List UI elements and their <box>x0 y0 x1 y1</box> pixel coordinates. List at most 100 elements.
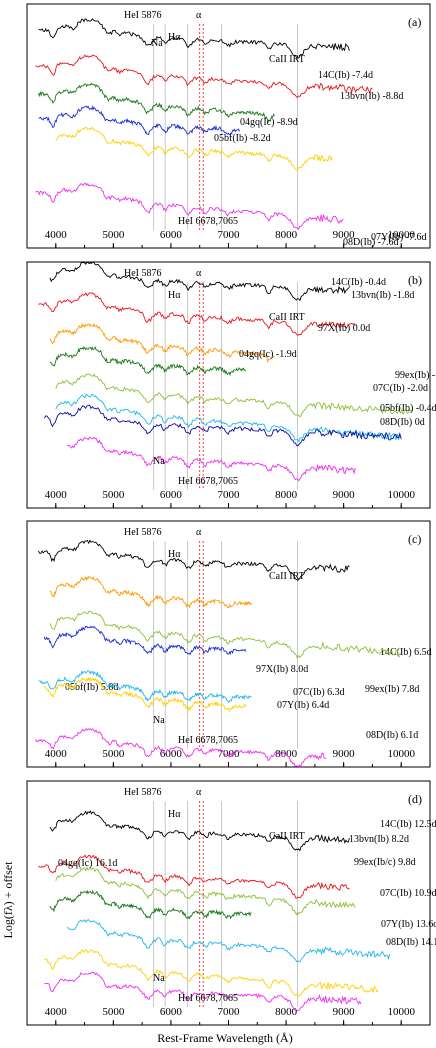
panel-c: 4000 5000 6000 7000 8000 9000 10000(c)14C(Ib) … <box>26 520 432 769</box>
series-line <box>35 54 373 99</box>
series-label: 07Y(Ib) 13.6d <box>381 919 436 930</box>
x-tick-label: 7000 <box>218 489 241 501</box>
halpha-label: Hα <box>168 549 181 560</box>
series-label: 07C(Ib) 10.9d <box>380 888 436 899</box>
x-tick-label: 7000 <box>218 229 241 241</box>
series-label: 05bf(Ib) -0.4d <box>380 403 436 414</box>
x-tick-label: 10000 <box>387 489 415 501</box>
series-label: 04gq(Ic) -1.9d <box>239 349 297 360</box>
x-tick-label: 4000 <box>45 1006 68 1018</box>
hei6678-label: HeI 6678,7065 <box>178 476 238 487</box>
x-tick-label: 9000 <box>333 229 356 241</box>
series-line <box>38 18 350 59</box>
halpha-label-red: α <box>196 787 202 798</box>
series-label: 99ex(Ib) -1.5d <box>395 370 436 381</box>
na-label: Na <box>153 973 165 984</box>
series-line <box>38 104 241 136</box>
series-label: 08D(Ib) -7.6d <box>343 237 399 248</box>
series-label: 13bvn(Ib) -1.8d <box>351 290 414 301</box>
series-line <box>38 292 356 336</box>
x-tick-label: 8000 <box>275 1006 298 1018</box>
series-line <box>49 346 247 377</box>
halpha-label-red: α <box>196 10 202 21</box>
caii-label: CaII IRT <box>269 54 305 65</box>
x-tick-label: 10000 <box>387 1006 415 1018</box>
series-line <box>49 261 350 302</box>
x-tick-label: 4000 <box>45 229 68 241</box>
series-line <box>38 854 350 899</box>
series-line <box>38 82 275 124</box>
hei5876-label: HeI 5876 <box>124 787 162 798</box>
series-line <box>35 182 344 231</box>
series-line <box>66 919 391 963</box>
series-label: 97X(Ib) 0.0d <box>318 323 370 334</box>
series-line <box>67 436 356 482</box>
caii-label: CaII IRT <box>269 831 305 842</box>
caii-label: CaII IRT <box>269 571 305 582</box>
series-label: 05bf(Ib) -8.2d <box>214 133 271 144</box>
halpha-label: Hα <box>168 32 181 43</box>
series-label: 04gq(Ic) -8.9d <box>240 117 298 128</box>
panel-label: (c) <box>408 532 421 546</box>
x-tick-label: 8000 <box>275 229 298 241</box>
series-label: 07Y(Ib) 6.4d <box>277 700 329 711</box>
series-label: 08D(Ib) 0d <box>380 417 425 428</box>
panel-a: 4000 5000 6000 7000 8000 9000 10000 (a) 14C(Ib) … <box>26 3 431 249</box>
series-line <box>55 126 333 171</box>
hei5876-label: HeI 5876 <box>124 527 162 538</box>
halpha-label: Hα <box>168 809 181 820</box>
series-line <box>35 728 327 769</box>
x-tick-label: 9000 <box>333 489 356 501</box>
na-label: Na <box>153 715 165 726</box>
na-label: Na <box>153 456 165 467</box>
series-line <box>44 971 362 1012</box>
x-tick-label: 8000 <box>275 489 298 501</box>
series-line <box>55 373 414 418</box>
x-tick-label: 10000 <box>387 229 415 241</box>
panel-label: (a) <box>408 15 421 29</box>
series-line <box>43 404 402 447</box>
series-line <box>43 625 247 656</box>
x-tick-label: 5000 <box>102 748 125 760</box>
series-label: 07C(Ib) 6.3d <box>293 687 345 698</box>
series-line <box>38 670 252 703</box>
halpha-label: Hα <box>168 290 181 301</box>
hei6678-label: HeI 6678,7065 <box>178 993 238 1004</box>
panel-frame <box>26 3 431 249</box>
x-tick-label: 5000 <box>102 1006 125 1018</box>
series-line <box>55 866 356 916</box>
panel-d: 4000 5000 6000 7000 8000 9000 10000 (d) 14C(Ib) … <box>26 780 436 1026</box>
hei5876-label: HeI 5876 <box>124 10 162 21</box>
hei6678-label: HeI 6678,7065 <box>178 216 238 227</box>
halpha-label-red: α <box>196 527 202 538</box>
x-tick-label: 6000 <box>160 489 183 501</box>
series-label: 99ex(Ib) 7.8d <box>365 684 419 695</box>
panels: 4000 5000 6000 7000 8000 9000 10000 (a) 14C(Ib) … <box>26 3 436 1026</box>
x-tick-label: 7000 <box>218 1006 241 1018</box>
series-label: 08D(Ib) 6.1d <box>366 730 418 741</box>
series-line <box>55 393 402 443</box>
x-tick-label: 9000 <box>333 1006 356 1018</box>
series-label: 14C(Ib) 12.5d <box>380 819 436 830</box>
series-label: 07C(Ib) -2.0d <box>373 383 428 394</box>
series-label: 99ex(Ib/c) 9.8d <box>354 857 416 868</box>
x-tick-label: 7000 <box>218 748 241 760</box>
na-label: Na <box>151 38 163 49</box>
x-tick-label: 4000 <box>45 489 68 501</box>
x-tick-label: 4000 <box>45 748 68 760</box>
series-label: 97X(Ib) 8.0d <box>256 664 308 675</box>
x-tick-label: 6000 <box>160 748 183 760</box>
panel-frame <box>26 780 431 1026</box>
series-label: 14C(Ib) 6.5d <box>380 647 432 658</box>
y-axis-label: Log(fλ) + offset <box>1 861 15 939</box>
panel-label: (b) <box>408 273 422 287</box>
series-label: 08D(Ib) 14.1d <box>386 937 436 948</box>
x-tick-label: 5000 <box>102 489 125 501</box>
hei6678-label: HeI 6678,7065 <box>178 735 238 746</box>
series-label: 13bvn(Ib) -8.8d <box>340 91 403 102</box>
x-axis-label: Rest-Frame Wavelength (Å) <box>157 1031 292 1045</box>
series-line <box>43 676 247 713</box>
halpha-label-red: α <box>196 268 202 279</box>
x-tick-label: 6000 <box>160 229 183 241</box>
